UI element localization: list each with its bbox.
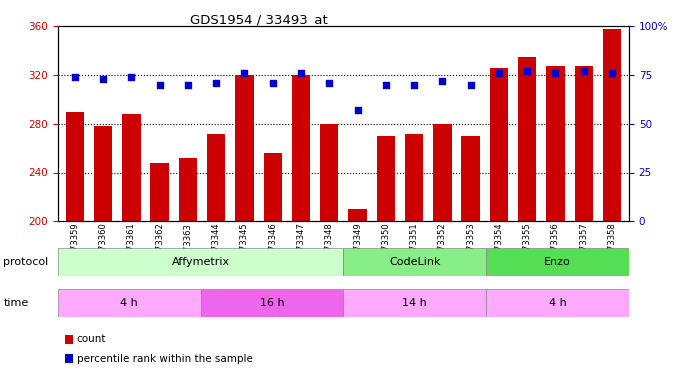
Point	[437, 78, 448, 84]
Bar	[65, 112, 84, 221]
Bar	[377, 136, 395, 221]
Bar	[320, 124, 339, 221]
Bar	[486, 248, 629, 276]
Text: protocol: protocol	[3, 256, 49, 267]
Point	[296, 70, 307, 76]
Bar	[575, 66, 593, 221]
Text: time: time	[3, 298, 29, 308]
Point	[126, 74, 137, 80]
Point	[324, 80, 335, 86]
Text: 16 h: 16 h	[260, 298, 284, 308]
Bar	[343, 289, 486, 317]
Bar	[546, 66, 564, 221]
Text: CodeLink: CodeLink	[389, 256, 441, 267]
Bar	[405, 134, 423, 221]
Text: percentile rank within the sample: percentile rank within the sample	[77, 354, 253, 364]
Point	[522, 68, 532, 74]
Bar	[94, 126, 112, 221]
Text: 4 h: 4 h	[120, 298, 138, 308]
Text: Affymetrix: Affymetrix	[171, 256, 230, 267]
Text: GDS1954 / 33493_at: GDS1954 / 33493_at	[190, 13, 327, 26]
Bar	[179, 158, 197, 221]
Bar	[235, 75, 254, 221]
Point	[182, 82, 193, 88]
Bar	[201, 289, 343, 317]
Point	[154, 82, 165, 88]
Bar	[264, 153, 282, 221]
Point	[578, 68, 589, 74]
Text: count: count	[77, 334, 106, 344]
Text: 14 h: 14 h	[403, 298, 427, 308]
Point	[494, 70, 505, 76]
Point	[267, 80, 278, 86]
Bar	[603, 29, 622, 221]
Bar	[486, 289, 629, 317]
Bar	[348, 209, 367, 221]
Point	[607, 70, 617, 76]
Bar	[207, 134, 225, 221]
Bar	[462, 136, 480, 221]
Text: 4 h: 4 h	[549, 298, 566, 308]
Bar	[150, 163, 169, 221]
Bar	[58, 248, 343, 276]
Bar	[292, 75, 310, 221]
Point	[380, 82, 391, 88]
Point	[409, 82, 420, 88]
Point	[239, 70, 250, 76]
Point	[211, 80, 222, 86]
Bar	[518, 57, 537, 221]
Point	[69, 74, 80, 80]
Text: Enzo: Enzo	[544, 256, 571, 267]
Bar	[122, 114, 141, 221]
Point	[465, 82, 476, 88]
Point	[352, 107, 363, 113]
Point	[98, 76, 109, 82]
Bar	[490, 68, 508, 221]
Bar	[58, 289, 201, 317]
Bar	[343, 248, 486, 276]
Bar	[433, 124, 452, 221]
Point	[550, 70, 561, 76]
